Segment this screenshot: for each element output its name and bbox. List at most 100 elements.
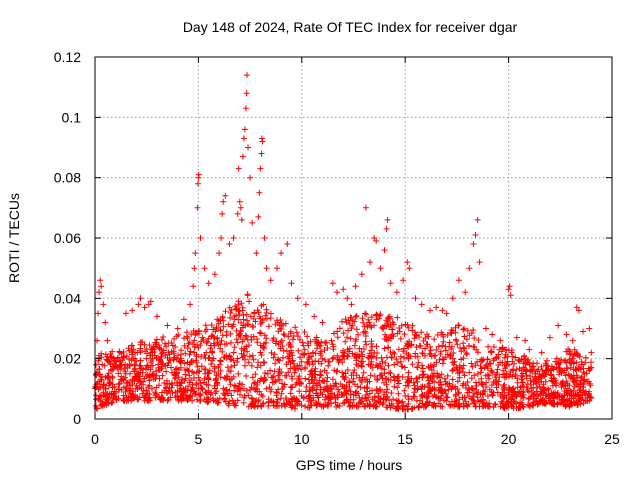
data-point — [163, 385, 170, 392]
data-point — [241, 362, 248, 369]
data-point — [256, 329, 263, 336]
data-point — [174, 325, 181, 332]
data-point — [246, 298, 253, 305]
data-point — [123, 353, 130, 359]
data-point — [165, 340, 172, 347]
data-point — [231, 316, 238, 323]
data-point — [344, 367, 351, 373]
data-point — [579, 361, 585, 368]
data-point — [449, 295, 456, 302]
data-point — [418, 329, 425, 336]
data-point — [519, 379, 526, 386]
data-point — [369, 364, 376, 371]
data-point — [387, 280, 394, 287]
data-point — [425, 333, 432, 340]
data-point — [156, 345, 163, 352]
data-point — [381, 366, 388, 373]
data-point — [308, 353, 315, 360]
data-point — [129, 351, 135, 358]
data-point — [264, 370, 271, 377]
data-point — [280, 354, 286, 361]
data-point — [237, 204, 244, 211]
data-point — [228, 375, 235, 382]
data-point — [500, 383, 507, 390]
data-point — [374, 376, 380, 383]
data-point — [270, 335, 277, 342]
data-point — [125, 345, 132, 352]
data-point — [448, 327, 455, 333]
data-point — [566, 403, 573, 410]
data-point — [349, 350, 356, 357]
data-point — [452, 324, 459, 331]
data-point — [390, 403, 397, 410]
data-point — [405, 396, 412, 403]
data-point — [410, 379, 417, 386]
data-point — [554, 390, 561, 396]
data-point — [432, 402, 439, 409]
data-point — [388, 332, 395, 339]
data-point — [286, 350, 293, 357]
data-point — [373, 238, 380, 244]
data-point — [573, 350, 580, 357]
data-point — [105, 358, 112, 365]
data-point — [564, 380, 571, 387]
data-point — [133, 358, 140, 364]
data-point — [124, 379, 131, 386]
data-point — [291, 369, 298, 376]
data-point — [98, 377, 105, 384]
data-point — [121, 354, 127, 360]
data-point — [157, 396, 163, 403]
data-point — [510, 385, 517, 392]
data-point — [217, 358, 224, 365]
data-point — [233, 312, 239, 319]
data-point — [561, 392, 568, 399]
x-tick-label: 20 — [501, 431, 517, 447]
x-tick-label: 10 — [294, 431, 310, 447]
data-point — [144, 362, 151, 369]
data-point — [205, 375, 212, 382]
data-point — [353, 312, 360, 319]
data-point — [208, 322, 215, 329]
data-point — [442, 390, 449, 397]
data-point — [227, 314, 234, 321]
data-point — [369, 396, 376, 403]
data-point — [575, 307, 582, 314]
data-point — [290, 395, 297, 401]
data-point — [405, 393, 412, 400]
data-point — [350, 391, 357, 398]
data-point — [341, 392, 347, 399]
data-point — [253, 397, 260, 403]
data-point — [502, 365, 509, 372]
data-point — [475, 337, 482, 343]
data-point — [412, 331, 418, 338]
data-point — [260, 343, 267, 350]
data-point — [350, 375, 357, 382]
data-point — [420, 404, 427, 411]
data-point — [315, 339, 322, 346]
data-point — [317, 371, 324, 378]
data-point — [165, 396, 172, 403]
data-point — [216, 395, 223, 402]
data-point — [250, 315, 257, 322]
data-point — [158, 350, 165, 357]
data-point — [543, 399, 550, 406]
data-point — [464, 351, 470, 358]
data-point — [95, 310, 102, 317]
data-point — [324, 392, 331, 399]
data-point — [247, 174, 254, 181]
data-point — [214, 400, 221, 406]
data-point — [466, 342, 472, 349]
data-point — [539, 368, 546, 374]
data-point — [245, 392, 252, 399]
data-point — [319, 391, 326, 398]
data-point — [313, 381, 320, 387]
data-point — [489, 331, 496, 338]
data-point — [164, 390, 171, 396]
data-point — [258, 135, 265, 142]
data-point — [215, 320, 222, 327]
data-point — [243, 373, 250, 379]
data-point — [137, 339, 144, 346]
data-point — [268, 349, 275, 356]
data-point — [428, 367, 435, 373]
data-point — [180, 316, 187, 323]
